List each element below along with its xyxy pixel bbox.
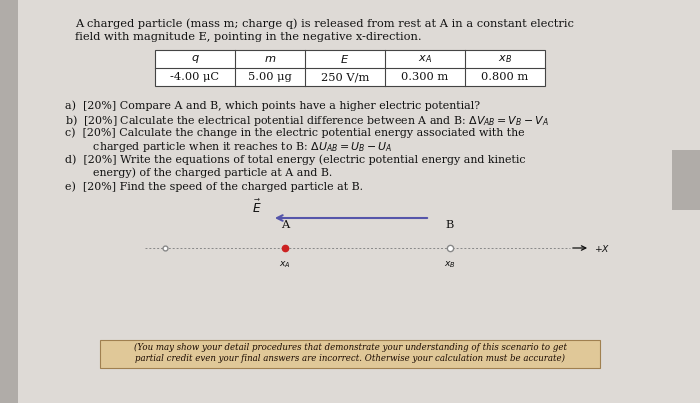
Text: 250 V/m: 250 V/m xyxy=(321,72,369,82)
Text: B: B xyxy=(446,220,454,230)
Text: A: A xyxy=(281,220,289,230)
Text: e)  [20%] Find the speed of the charged particle at B.: e) [20%] Find the speed of the charged p… xyxy=(65,181,363,191)
Text: $x_B$: $x_B$ xyxy=(498,53,512,65)
Text: b)  [20%] Calculate the electrical potential difference between A and B: $\Delta: b) [20%] Calculate the electrical potent… xyxy=(65,114,549,129)
Text: $+X$: $+X$ xyxy=(594,243,610,253)
Text: (You may show your detail procedures that demonstrate your understanding of this: (You may show your detail procedures tha… xyxy=(134,343,566,352)
Text: $x_A$: $x_A$ xyxy=(418,53,432,65)
Text: $m$: $m$ xyxy=(264,54,276,64)
Text: 0.800 m: 0.800 m xyxy=(482,72,528,82)
Bar xyxy=(100,340,600,368)
Bar xyxy=(0,0,18,403)
Text: $E$: $E$ xyxy=(340,53,349,65)
Text: partial credit even your final answers are incorrect. Otherwise your calculation: partial credit even your final answers a… xyxy=(135,354,565,363)
Text: -4.00 μC: -4.00 μC xyxy=(171,72,220,82)
Text: 5.00 μg: 5.00 μg xyxy=(248,72,292,82)
Text: field with magnitude E, pointing in the negative x-direction.: field with magnitude E, pointing in the … xyxy=(75,32,421,42)
Text: $q$: $q$ xyxy=(190,53,199,65)
Text: $x_A$: $x_A$ xyxy=(279,260,291,270)
Bar xyxy=(672,150,700,210)
Text: charged particle when it reaches to B: $\Delta U_{AB} = U_B - U_A$: charged particle when it reaches to B: $… xyxy=(65,141,393,154)
Text: c)  [20%] Calculate the change in the electric potential energy associated with : c) [20%] Calculate the change in the ele… xyxy=(65,127,524,137)
Text: 0.300 m: 0.300 m xyxy=(401,72,449,82)
Text: a)  [20%] Compare A and B, which points have a higher electric potential?: a) [20%] Compare A and B, which points h… xyxy=(65,100,480,110)
Bar xyxy=(155,50,545,86)
Text: energy) of the charged particle at A and B.: energy) of the charged particle at A and… xyxy=(65,168,332,178)
Text: A charged particle (mass m; charge q) is released from rest at A in a constant e: A charged particle (mass m; charge q) is… xyxy=(75,18,574,29)
Text: d)  [20%] Write the equations of total energy (electric potential energy and kin: d) [20%] Write the equations of total en… xyxy=(65,154,526,164)
Text: $x_B$: $x_B$ xyxy=(444,260,456,270)
Text: $\vec{E}$: $\vec{E}$ xyxy=(253,199,262,216)
